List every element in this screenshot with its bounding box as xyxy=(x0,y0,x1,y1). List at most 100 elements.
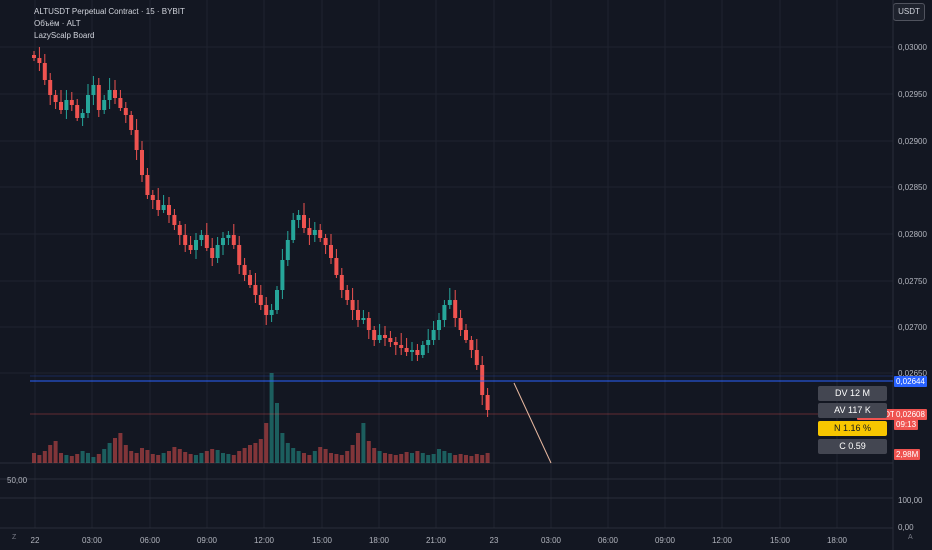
currency-button[interactable]: USDT xyxy=(893,3,925,21)
board-n: N 1.16 % xyxy=(818,421,887,436)
price-axis-label: 0,02900 xyxy=(898,137,927,146)
price-axis-label: 0,02700 xyxy=(898,323,927,332)
candle-body xyxy=(199,235,204,240)
time-axis-label: 09:00 xyxy=(197,536,218,545)
volume-bar xyxy=(96,454,101,463)
volume-bar xyxy=(480,455,485,463)
volume-bar xyxy=(64,455,69,463)
volume-bar xyxy=(188,454,193,463)
candle-body xyxy=(393,342,398,345)
candle-body xyxy=(312,230,317,235)
candle-body xyxy=(113,90,117,98)
volume-bar xyxy=(91,457,96,463)
candle-body xyxy=(361,318,366,320)
volume-bar xyxy=(334,454,339,463)
board-av: AV 117 K xyxy=(818,403,887,418)
volume-bar xyxy=(469,456,474,463)
candle-body xyxy=(96,85,101,110)
volume-bar xyxy=(366,441,371,463)
volume-bar xyxy=(204,451,209,463)
candle-body xyxy=(329,245,333,258)
volume-bar xyxy=(485,453,490,463)
trend-line[interactable] xyxy=(513,382,552,464)
candle-body xyxy=(275,290,279,310)
time-axis-label: 12:00 xyxy=(712,536,733,545)
volume-tag: 2,98M xyxy=(894,449,921,460)
candle-body xyxy=(372,330,377,340)
candle-body xyxy=(291,220,296,240)
volume-bar xyxy=(437,449,441,463)
volume-bar xyxy=(42,451,47,463)
volume-bar xyxy=(172,447,177,463)
volume-bar xyxy=(312,451,317,463)
candle-body xyxy=(485,395,490,410)
volume-bar xyxy=(275,403,279,463)
volume-bar xyxy=(442,451,447,463)
grid xyxy=(0,0,893,528)
volume-bar xyxy=(75,454,80,463)
candle-body xyxy=(156,200,161,210)
candle-body xyxy=(102,100,107,110)
chart-legend: ALTUSDT Perpetual Contract · 15 · BYBIT … xyxy=(34,6,185,42)
price-axis-label: 0,02850 xyxy=(898,183,927,192)
candle-body xyxy=(161,205,166,210)
board-dv: DV 12 M xyxy=(818,386,887,401)
volume-bar xyxy=(199,453,204,463)
volume-bar xyxy=(404,452,409,463)
candle-body xyxy=(248,275,252,285)
volume-bar xyxy=(258,439,263,463)
board-c: C 0.59 xyxy=(818,439,887,454)
volume-bar xyxy=(86,453,90,463)
volume-bar xyxy=(426,455,431,463)
volume-bar xyxy=(194,455,198,463)
legend-volume[interactable]: Объём · ALT xyxy=(34,19,81,28)
volume-bar xyxy=(339,455,344,463)
volume-bar xyxy=(231,455,236,463)
volume-bar xyxy=(248,445,252,463)
volume-bar xyxy=(210,449,215,463)
candles xyxy=(32,47,490,417)
legend-indicator[interactable]: LazyScalp Board xyxy=(34,31,95,40)
price-axis-label: 0,02800 xyxy=(898,230,927,239)
volume-bar xyxy=(453,455,458,463)
candle-body xyxy=(447,300,452,305)
volume-bar xyxy=(167,451,171,463)
volume-bar xyxy=(177,449,182,463)
candle-body xyxy=(377,335,382,340)
candle-body xyxy=(215,245,220,258)
volume-bar xyxy=(107,443,112,463)
candle-body xyxy=(59,102,63,110)
candle-body xyxy=(150,195,155,200)
candle-body xyxy=(91,85,96,95)
candle-body xyxy=(188,245,193,250)
candle-body xyxy=(469,340,474,350)
price-axis[interactable]: 0,03000 0,02950 0,02900 0,02850 0,02800 0,027… xyxy=(898,43,927,378)
candle-body xyxy=(420,345,425,355)
candle-body xyxy=(285,240,290,260)
candle-body xyxy=(323,238,328,245)
volume-bar xyxy=(269,373,274,463)
candle-body xyxy=(431,330,436,340)
volume-bar xyxy=(464,455,468,463)
volume-bar xyxy=(447,453,452,463)
time-axis[interactable]: 22 03:00 06:00 09:00 12:00 15:00 18:00 21:00 23 0… xyxy=(31,536,848,545)
volume-bar xyxy=(59,453,63,463)
price-axis-label: 0,02650 xyxy=(898,369,927,378)
time-axis-label: 03:00 xyxy=(541,536,562,545)
time-axis-label: 15:00 xyxy=(770,536,791,545)
scroll-left-button[interactable]: Z xyxy=(12,534,17,541)
candle-body xyxy=(453,300,458,318)
volume-bar xyxy=(221,453,225,463)
candle-body xyxy=(53,95,58,102)
candle-body xyxy=(339,275,344,290)
candle-body xyxy=(167,205,171,215)
time-axis-label: 03:00 xyxy=(82,536,103,545)
volume-bar xyxy=(102,449,107,463)
scroll-right-button[interactable]: A xyxy=(908,534,913,541)
candle-body xyxy=(210,248,215,258)
oscillator-right-bottom: 0,00 xyxy=(898,523,914,532)
volume-bar xyxy=(69,456,74,463)
volume-bar xyxy=(296,451,301,463)
volume-bar xyxy=(264,423,269,463)
